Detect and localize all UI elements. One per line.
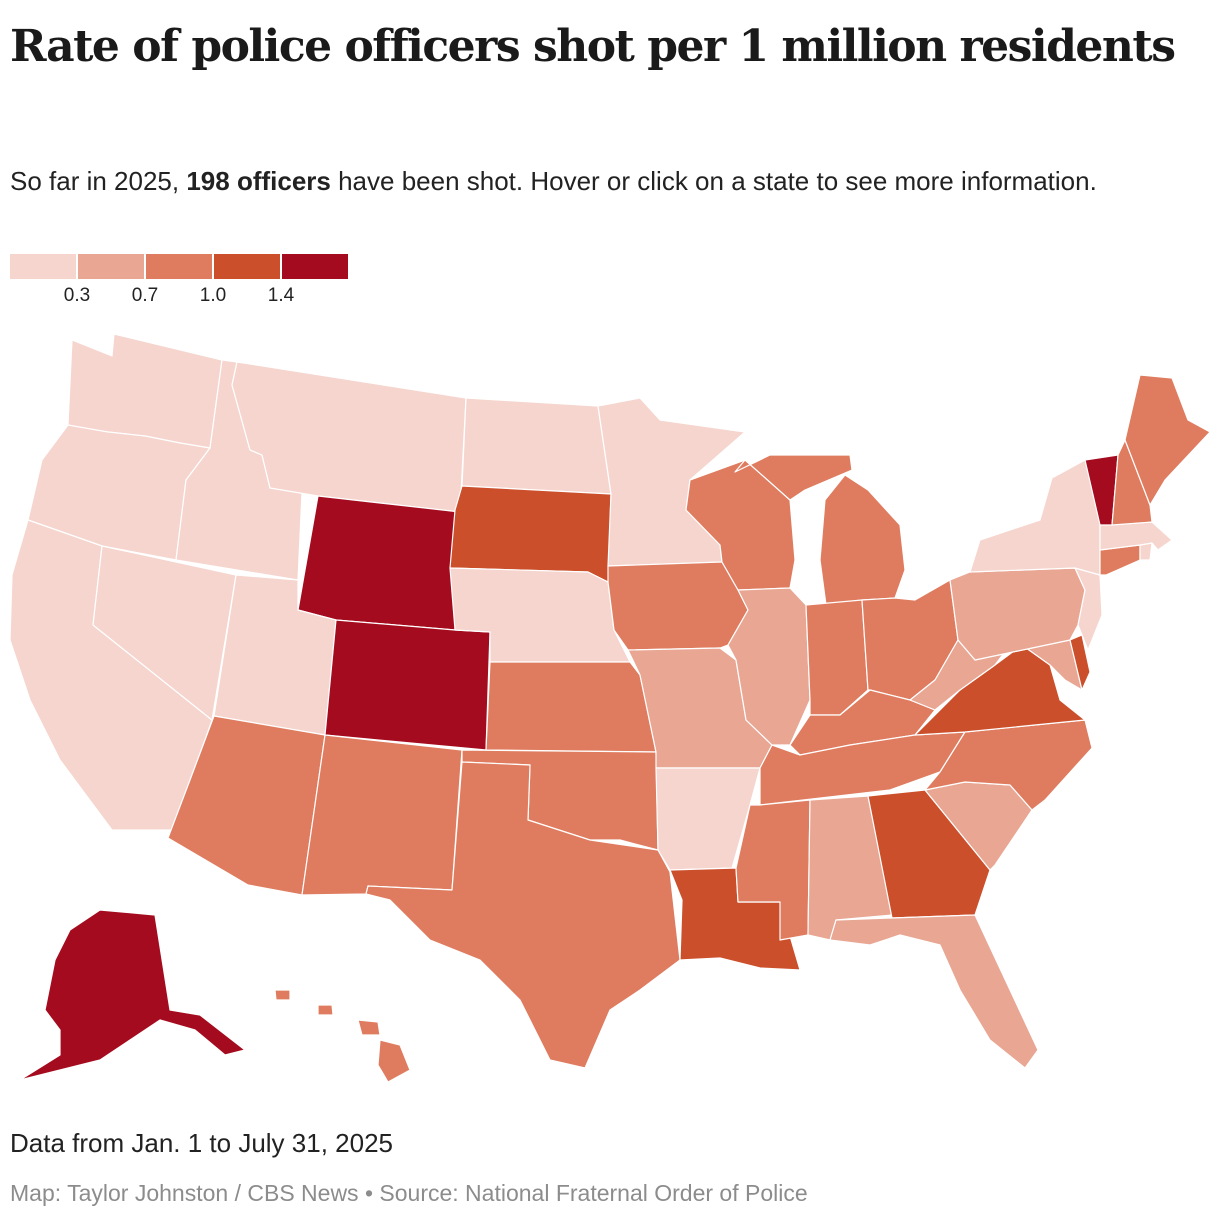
data-range-note: Data from Jan. 1 to July 31, 2025 — [10, 1128, 393, 1158]
state-iowa[interactable] — [607, 561, 749, 651]
legend-tick-3: 1.4 — [267, 285, 295, 306]
state-texas[interactable] — [365, 761, 681, 1069]
legend-swatch-3 — [214, 254, 280, 279]
legend-swatch-4 — [282, 254, 348, 279]
state-new-mexico[interactable] — [301, 734, 463, 896]
chart-title: Rate of police officers shot per 1 milli… — [10, 21, 1176, 72]
legend-tick-2: 1.0 — [199, 285, 227, 306]
us-choropleth-map — [9, 333, 1211, 1083]
state-indiana[interactable] — [805, 599, 869, 716]
state-new-hampshire[interactable] — [1111, 439, 1153, 526]
legend-swatch-0 — [10, 254, 76, 279]
state-south-dakota[interactable] — [449, 485, 612, 583]
subtitle-suffix: have been shot. Hover or click on a stat… — [330, 166, 1097, 196]
state-florida[interactable] — [829, 914, 1039, 1069]
state-hawaii-oahu[interactable] — [317, 1004, 334, 1016]
chart-subtitle: So far in 2025, 198 officers have been s… — [10, 166, 1200, 197]
credit-line: Map: Taylor Johnston / CBS News • Source… — [10, 1180, 808, 1206]
state-maine[interactable] — [1124, 374, 1211, 506]
state-colorado[interactable] — [324, 619, 491, 751]
state-hawaii-big-island[interactable] — [377, 1039, 411, 1083]
legend-swatch-1 — [78, 254, 144, 279]
subtitle-highlight: 198 officers — [186, 166, 331, 196]
state-delaware[interactable] — [1069, 634, 1091, 691]
state-hawaii-maui[interactable] — [357, 1019, 381, 1036]
state-georgia[interactable] — [867, 789, 991, 919]
state-rhode-island[interactable] — [1139, 542, 1153, 561]
state-hawaii-kauai[interactable] — [274, 989, 291, 1001]
state-massachusetts[interactable] — [1099, 521, 1173, 551]
state-new-york[interactable] — [969, 459, 1101, 576]
state-michigan[interactable] — [819, 474, 906, 606]
legend-swatch-2 — [146, 254, 212, 279]
legend-tick-0: 0.3 — [63, 285, 91, 306]
state-kansas[interactable] — [485, 661, 657, 753]
state-alaska[interactable] — [19, 909, 246, 1081]
state-wyoming[interactable] — [297, 495, 461, 631]
subtitle-prefix: So far in 2025, — [10, 166, 187, 196]
legend-tick-1: 0.7 — [131, 285, 159, 306]
state-north-dakota[interactable] — [461, 397, 612, 495]
color-legend: 0.3 0.7 1.0 1.4 — [10, 254, 350, 309]
state-michigan-upper[interactable] — [734, 454, 853, 501]
